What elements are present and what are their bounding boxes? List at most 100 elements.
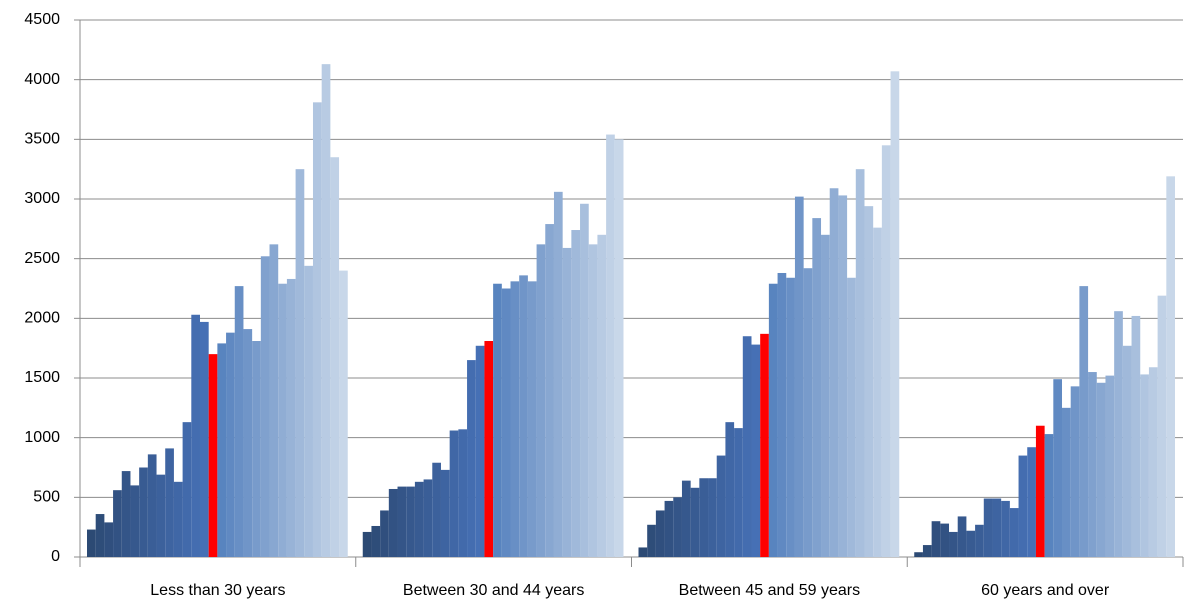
- y-tick-label: 3000: [24, 190, 60, 207]
- bar: [165, 448, 174, 557]
- bar: [580, 203, 589, 558]
- bar: [467, 360, 476, 557]
- bar: [312, 102, 322, 557]
- bar: [1140, 374, 1149, 557]
- bar: [708, 478, 717, 557]
- y-tick-label: 1000: [24, 429, 60, 446]
- bar: [838, 195, 848, 558]
- bar: [699, 478, 709, 557]
- bar: [690, 487, 700, 557]
- bar: [1044, 434, 1054, 557]
- x-tick-label: Between 45 and 59 years: [679, 582, 860, 599]
- bar: [260, 256, 270, 557]
- bar: [484, 341, 494, 557]
- y-tick-label: 1500: [24, 369, 60, 386]
- bar: [321, 64, 331, 558]
- bar: [252, 341, 261, 557]
- bar: [1079, 286, 1089, 557]
- bar: [922, 545, 932, 557]
- bar: [1035, 425, 1045, 557]
- bar: [527, 281, 537, 557]
- bar: [597, 234, 607, 558]
- bar: [121, 471, 131, 557]
- bar: [1166, 176, 1175, 557]
- bar: [821, 234, 830, 558]
- y-tick-label: 4500: [24, 11, 60, 28]
- y-tick-label: 3500: [24, 131, 60, 148]
- x-tick-label: Less than 30 years: [150, 582, 285, 599]
- bar: [1122, 345, 1132, 557]
- bar: [234, 286, 244, 557]
- bar: [786, 277, 795, 557]
- bar: [1053, 379, 1063, 557]
- bar: [519, 275, 528, 557]
- bar: [873, 227, 882, 557]
- y-tick-label: 4000: [24, 71, 60, 88]
- bar: [243, 329, 253, 557]
- bar: [614, 139, 624, 558]
- bar: [803, 268, 813, 557]
- y-tick-label: 2500: [24, 250, 60, 267]
- bar: [87, 529, 96, 557]
- bar: [371, 525, 381, 557]
- bar: [104, 522, 114, 557]
- bar: [269, 244, 279, 557]
- bar: [829, 188, 839, 557]
- bar: [339, 270, 348, 557]
- bar: [475, 345, 485, 557]
- bar: [173, 481, 183, 557]
- bar: [734, 428, 743, 557]
- bar: [226, 332, 235, 557]
- y-tick-label: 2000: [24, 310, 60, 327]
- bar: [864, 206, 874, 557]
- y-tick-label: 500: [33, 489, 60, 506]
- bar: [397, 486, 407, 557]
- bar: [493, 283, 502, 557]
- bar: [957, 516, 967, 557]
- bar: [1027, 447, 1036, 557]
- bar: [751, 344, 761, 557]
- bar: [432, 462, 441, 557]
- bar: [414, 481, 424, 557]
- bar: [914, 552, 923, 557]
- bar: [881, 145, 891, 558]
- bar: [1018, 455, 1028, 557]
- bar: [1009, 508, 1019, 557]
- bar: [1062, 407, 1071, 557]
- bar: [406, 486, 415, 557]
- bar: [1157, 295, 1167, 557]
- bar: [295, 169, 305, 557]
- bar: [423, 479, 433, 557]
- bar: [562, 247, 572, 557]
- bar: [191, 314, 200, 557]
- bar: [890, 71, 900, 558]
- bar: [1105, 375, 1115, 557]
- bar: [95, 514, 105, 557]
- bar: [217, 343, 227, 557]
- bar: [286, 278, 296, 557]
- bar: [1088, 372, 1097, 557]
- x-tick-label: 60 years and over: [981, 582, 1110, 599]
- bar: [940, 523, 950, 557]
- bar: [458, 429, 468, 557]
- bar: [130, 485, 140, 557]
- x-tick-label: Between 30 and 44 years: [403, 582, 584, 599]
- bar: [1001, 500, 1010, 557]
- bar: [147, 454, 157, 557]
- bar: [182, 422, 192, 557]
- bar: [664, 500, 674, 557]
- bar: [156, 474, 166, 557]
- bar: [1096, 382, 1106, 557]
- bar: [855, 169, 865, 557]
- bar: [949, 531, 958, 557]
- bar: [362, 531, 372, 557]
- bar: [606, 134, 615, 557]
- bar: [716, 455, 726, 557]
- bar: [655, 510, 665, 557]
- bar: [725, 422, 735, 557]
- bar: [992, 498, 1002, 557]
- bar: [847, 277, 856, 557]
- bar: [931, 521, 941, 557]
- bar: [681, 480, 691, 557]
